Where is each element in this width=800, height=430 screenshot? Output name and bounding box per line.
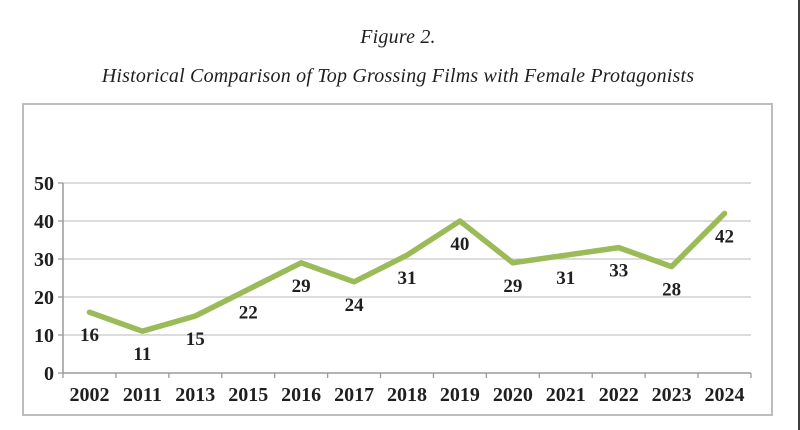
figure-label: Figure 2. bbox=[360, 26, 436, 48]
data-label: 31 bbox=[556, 268, 575, 289]
data-label: 15 bbox=[186, 329, 205, 350]
figure-title: Historical Comparison of Top Grossing Fi… bbox=[101, 65, 695, 87]
x-tick-label: 2023 bbox=[652, 384, 692, 406]
data-label: 40 bbox=[450, 234, 469, 255]
data-label: 29 bbox=[292, 276, 311, 297]
x-tick-label: 2021 bbox=[546, 384, 586, 406]
y-tick-label: 50 bbox=[34, 173, 54, 195]
x-tick-label: 2018 bbox=[387, 384, 427, 406]
x-tick-label: 2016 bbox=[281, 384, 321, 406]
data-label: 28 bbox=[662, 280, 681, 301]
line-chart: 0 10 20 30 40 50 2002 2011 2013 2015 2016 2017 2018 2… bbox=[34, 173, 752, 406]
data-label: 24 bbox=[345, 295, 365, 316]
y-tick-label: 20 bbox=[34, 287, 54, 309]
y-tick-label: 30 bbox=[34, 249, 54, 271]
x-tick-label: 2019 bbox=[440, 384, 480, 406]
data-label: 42 bbox=[715, 226, 734, 247]
x-tick-label: 2017 bbox=[334, 384, 374, 406]
data-label: 22 bbox=[239, 302, 258, 323]
y-tick-label: 40 bbox=[34, 211, 54, 233]
x-tick-label: 2013 bbox=[175, 384, 215, 406]
data-label: 31 bbox=[398, 268, 417, 289]
y-tick-label: 10 bbox=[34, 325, 54, 347]
data-label: 16 bbox=[80, 325, 99, 346]
series-line bbox=[86, 210, 728, 334]
data-label: 29 bbox=[503, 276, 522, 297]
x-tick-label: 2024 bbox=[705, 384, 745, 406]
x-tick-label: 2020 bbox=[493, 384, 533, 406]
chart-frame: 0 10 20 30 40 50 2002 2011 2013 2015 2016 2017 2018 2… bbox=[22, 103, 773, 416]
x-tick-label: 2015 bbox=[228, 384, 268, 406]
y-tick-label: 0 bbox=[44, 363, 54, 385]
data-label: 11 bbox=[133, 344, 151, 365]
data-label: 33 bbox=[609, 261, 628, 282]
x-tick-label: 2011 bbox=[123, 384, 162, 406]
x-tick-label: 2022 bbox=[599, 384, 639, 406]
page-edge-line bbox=[798, 0, 800, 430]
x-tick-label: 2002 bbox=[69, 384, 109, 406]
